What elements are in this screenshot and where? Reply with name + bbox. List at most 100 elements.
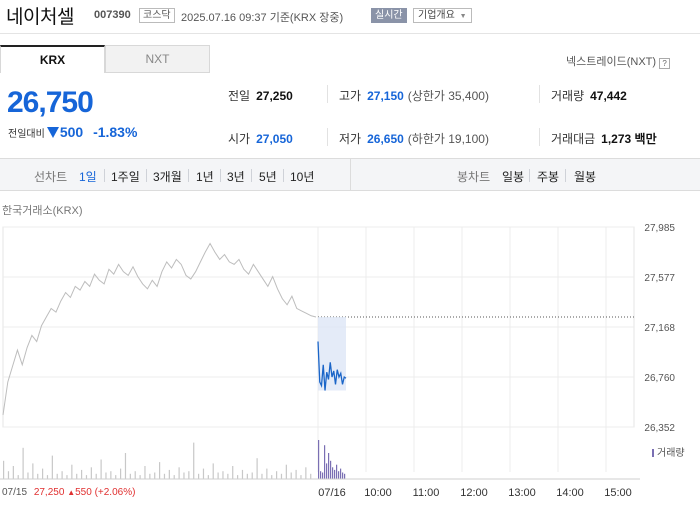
x-tick-label: 14:00 bbox=[556, 487, 584, 499]
volume-bar bbox=[42, 468, 44, 479]
divider bbox=[327, 128, 328, 146]
stat-label: 시가 bbox=[228, 132, 251, 146]
down-arrow-icon bbox=[46, 127, 59, 138]
volume-bar bbox=[332, 467, 334, 479]
stock-name: 네이처셀 bbox=[6, 7, 74, 28]
market-tabs: KRX NXT bbox=[0, 45, 210, 73]
volume-bar bbox=[124, 453, 127, 479]
divider bbox=[539, 85, 540, 103]
volume-bar bbox=[159, 462, 161, 479]
divider bbox=[251, 169, 252, 182]
volume-bar bbox=[344, 473, 346, 479]
volume-bar bbox=[202, 468, 205, 479]
y-tick-label: 27,577 bbox=[644, 273, 675, 284]
volume-bar bbox=[115, 475, 117, 479]
stat-label: 고가 bbox=[339, 89, 362, 103]
chevron-down-icon: ▼ bbox=[459, 13, 467, 20]
divider bbox=[539, 128, 540, 146]
prev-day-summary: 07/15 27,250 ▲550 (+2.06%) bbox=[2, 487, 135, 498]
line-chart-label[interactable]: 선차트 bbox=[34, 170, 68, 184]
x-tick-label: 11:00 bbox=[413, 487, 440, 499]
volume-legend-label: 거래량 bbox=[657, 448, 685, 459]
volume-bar bbox=[188, 471, 190, 479]
period-1y[interactable]: 1년 bbox=[196, 170, 214, 184]
divider bbox=[104, 169, 105, 182]
stat-label: 거래대금 bbox=[551, 132, 596, 146]
period-3y[interactable]: 3년 bbox=[227, 170, 245, 184]
volume-bar bbox=[198, 473, 200, 479]
period-3m[interactable]: 3개월 bbox=[153, 170, 182, 184]
price-change: 전일대비 500 -1.83% bbox=[8, 124, 137, 140]
stat-low: 저가 26,650 (하한가 19,100) bbox=[339, 130, 489, 147]
y-tick-label: 27,985 bbox=[644, 223, 675, 234]
volume-bar bbox=[271, 475, 273, 479]
volume-bar bbox=[100, 459, 102, 479]
candle-daily[interactable]: 일봉 bbox=[502, 170, 525, 184]
nextrade-label: 넥스트레이드(NXT) bbox=[566, 56, 657, 68]
volume-bar bbox=[251, 472, 253, 479]
volume-bar bbox=[17, 475, 19, 479]
candle-weekly[interactable]: 주봉 bbox=[537, 170, 560, 184]
period-1d[interactable]: 1일 bbox=[79, 170, 97, 184]
x-tick-label: 07/16 bbox=[318, 487, 346, 499]
volume-bar bbox=[300, 475, 302, 479]
stat-value: 1,273 백만 bbox=[601, 132, 657, 146]
volume-bar bbox=[328, 453, 330, 479]
company-overview-label: 기업개요 bbox=[418, 10, 455, 21]
tab-krx[interactable]: KRX bbox=[0, 45, 105, 73]
chart-toolbar: 선차트 1일 1주일 3개월 1년 3년 5년 10년 봉차트 일봉 주봉 월봉 bbox=[0, 158, 700, 191]
volume-bar bbox=[183, 472, 185, 479]
volume-bar bbox=[81, 469, 83, 479]
volume-legend: 거래량 bbox=[652, 444, 685, 459]
realtime-button[interactable]: 실시간 bbox=[371, 8, 407, 23]
stat-value: 27,250 bbox=[256, 89, 293, 103]
divider bbox=[146, 169, 147, 182]
help-icon[interactable]: ? bbox=[659, 58, 671, 69]
tab-nxt[interactable]: NXT bbox=[105, 45, 210, 73]
current-price: 26,750 bbox=[7, 86, 94, 119]
volume-bar bbox=[95, 473, 97, 479]
x-tick-label: 10:00 bbox=[364, 487, 392, 499]
divider bbox=[283, 169, 284, 182]
volume-bar bbox=[51, 455, 53, 479]
volume-bar bbox=[290, 472, 292, 479]
volume-bar bbox=[71, 464, 73, 479]
volume-bar bbox=[326, 463, 328, 479]
nextrade-link[interactable]: 넥스트레이드(NXT)? bbox=[566, 53, 671, 69]
volume-bar bbox=[154, 472, 156, 479]
volume-bar bbox=[256, 458, 258, 479]
candle-chart-label[interactable]: 봉차트 bbox=[457, 170, 491, 184]
lower-limit: (하한가 19,100) bbox=[407, 132, 489, 146]
upper-limit: (상한가 35,400) bbox=[407, 89, 489, 103]
volume-bar bbox=[336, 464, 338, 479]
stat-open: 시가 27,050 bbox=[228, 130, 293, 147]
candle-monthly[interactable]: 월봉 bbox=[574, 170, 597, 184]
stock-code: 007390 bbox=[94, 9, 131, 21]
stat-value: 27,150 bbox=[367, 89, 404, 103]
volume-bar bbox=[144, 466, 146, 479]
volume-bar bbox=[227, 473, 229, 479]
volume-bar bbox=[22, 447, 24, 479]
y-tick-label: 26,760 bbox=[644, 373, 675, 384]
volume-legend-swatch bbox=[652, 449, 654, 457]
volume-bar bbox=[207, 475, 209, 479]
volume-bar bbox=[110, 471, 112, 479]
volume-bar bbox=[193, 442, 195, 479]
volume-bar bbox=[295, 469, 297, 479]
divider bbox=[327, 85, 328, 103]
stat-value: 27,050 bbox=[256, 132, 293, 146]
volume-bar bbox=[318, 440, 320, 479]
volume-bar bbox=[168, 469, 170, 479]
period-10y[interactable]: 10년 bbox=[290, 170, 315, 184]
company-overview-dropdown[interactable]: 기업개요 ▼ bbox=[413, 8, 472, 23]
volume-bar bbox=[105, 472, 107, 479]
volume-bar bbox=[61, 471, 63, 479]
period-1w[interactable]: 1주일 bbox=[111, 170, 140, 184]
prev-price: 27,250 bbox=[33, 487, 65, 498]
stat-label: 전일 bbox=[228, 89, 251, 103]
chart-source: 한국거래소(KRX) bbox=[2, 205, 83, 217]
volume-bar bbox=[320, 471, 322, 479]
period-5y[interactable]: 5년 bbox=[259, 170, 277, 184]
stat-amount: 거래대금 1,273 백만 bbox=[551, 130, 657, 147]
